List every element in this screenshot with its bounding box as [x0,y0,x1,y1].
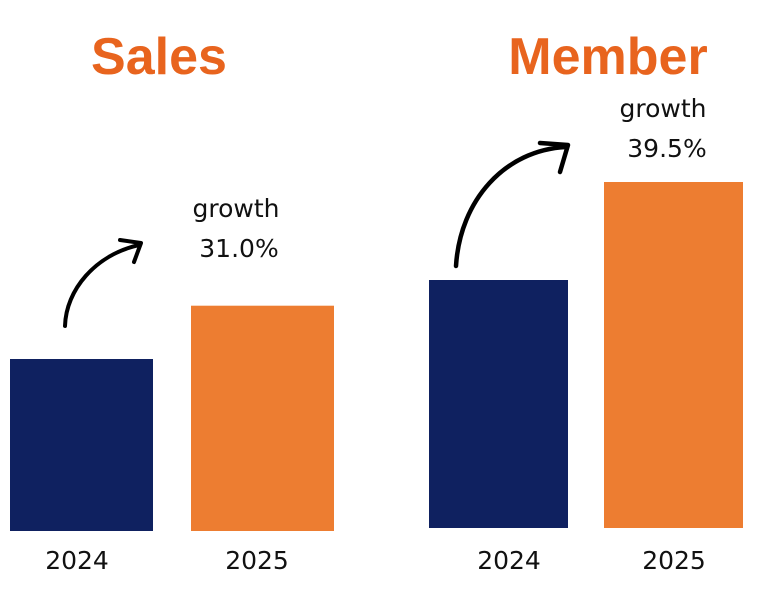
sales-chart-title: Sales [91,28,227,86]
sales-growth-value: 31.0% [199,234,278,263]
sales-bars [10,305,334,531]
sales-tick-2025: 2025 [225,546,289,575]
sales-bar-2024 [10,359,153,531]
member-tick-2024: 2024 [477,546,541,575]
member-bar-2025 [604,182,743,528]
sales-bar-2025 [191,305,334,531]
sales-tick-2024: 2024 [45,546,109,575]
member-tick-2025: 2025 [642,546,706,575]
curved-arrow-icon [63,238,143,328]
member-growth-label: growth [620,94,707,123]
member-growth-value: 39.5% [627,134,706,163]
member-bar-2024 [429,280,568,528]
curved-arrow-icon [453,140,571,269]
member-chart-title: Member [508,28,707,86]
sales-chart: Sales growth 31.0% 2024 2025 [10,28,334,575]
member-chart: Member growth 39.5% 2024 2025 [429,28,743,575]
sales-growth-label: growth [193,194,280,223]
member-bars [429,182,743,528]
